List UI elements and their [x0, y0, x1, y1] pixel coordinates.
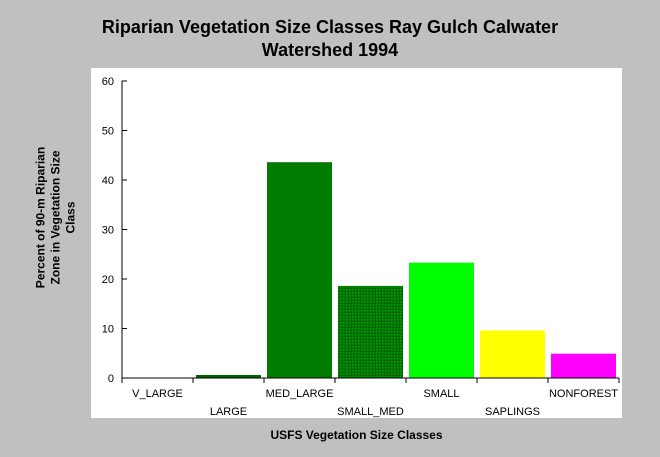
x-tick-label: LARGE [210, 406, 247, 418]
x-tick-label: V_LARGE [132, 388, 183, 400]
y-tick-label: 20 [102, 274, 114, 286]
y-axis-ticks: 0 10 20 30 40 50 60 [102, 76, 127, 385]
x-tick-label: SAPLINGS [485, 406, 540, 418]
bars [196, 162, 616, 378]
chart-title-line-2: Watershed 1994 [261, 40, 399, 60]
bar-med-large [267, 162, 332, 378]
y-axis-label-line-3: Class [63, 201, 78, 234]
y-tick-label: 60 [102, 76, 114, 88]
y-tick-label: 50 [102, 126, 114, 138]
chart-title-line-1: Riparian Vegetation Size Classes Ray Gul… [101, 17, 559, 37]
bar-nonforest [551, 353, 616, 378]
bar-small-med [338, 285, 403, 378]
bar-large [196, 375, 261, 378]
x-tick-label: SMALL_MED [337, 406, 404, 418]
y-tick-label: 40 [102, 175, 114, 187]
y-axis-label-line-1: Percent of 90-m Riparian [33, 146, 48, 289]
x-tick-label: MED_LARGE [266, 388, 334, 400]
x-axis-label: USFS Vegetation Size Classes [270, 428, 443, 442]
bar-saplings [480, 330, 545, 378]
chart-title: Riparian Vegetation Size Classes Ray Gul… [0, 16, 660, 62]
x-tick-label: SMALL [423, 388, 459, 400]
y-tick-label: 30 [102, 225, 114, 237]
y-tick-label: 0 [108, 373, 114, 385]
y-axis-label: Percent of 90-m Riparian Zone in Vegetat… [34, 118, 79, 318]
y-axis-label-line-2: Zone in Vegetation Size [48, 150, 63, 285]
bar-small [409, 262, 474, 378]
x-tick-label: NONFOREST [549, 388, 618, 400]
y-tick-label: 10 [102, 324, 114, 336]
